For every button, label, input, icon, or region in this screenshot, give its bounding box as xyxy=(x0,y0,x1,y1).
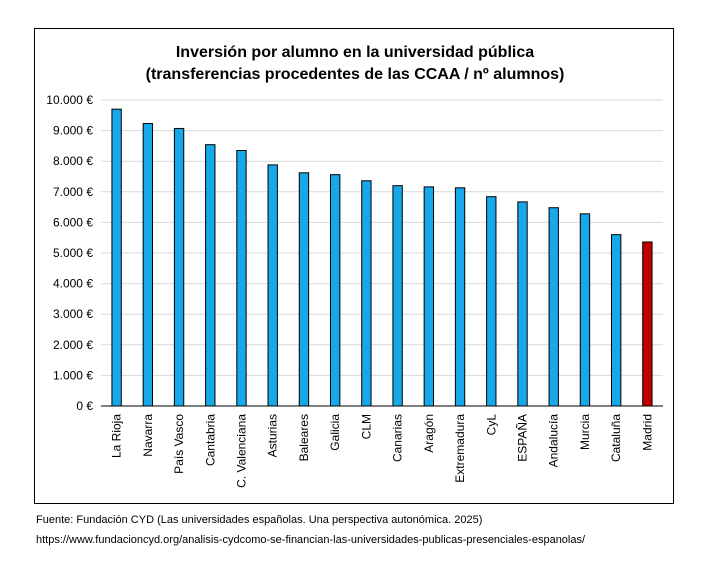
bars xyxy=(111,108,653,407)
y-tick-label: 3.000 € xyxy=(53,307,93,321)
y-tick-label: 1.000 € xyxy=(53,368,93,382)
x-tick-label: Extremadura xyxy=(453,414,467,483)
chart-title-line-1: Inversión por alumno en la universidad p… xyxy=(176,44,534,61)
y-tick-label: 8.000 € xyxy=(53,154,93,168)
bar xyxy=(142,123,154,407)
x-tick-label: Canarias xyxy=(391,414,405,462)
x-tick-label: Murcia xyxy=(578,414,592,450)
x-tick-label: Galicia xyxy=(328,414,342,451)
source-note: Fuente: Fundación CYD (Las universidades… xyxy=(36,514,483,526)
bar xyxy=(423,186,435,407)
y-tick-label: 10.000 € xyxy=(46,93,93,107)
x-tick-label: C. Valenciana xyxy=(235,414,249,488)
bar xyxy=(548,207,559,407)
bar xyxy=(486,196,497,407)
bar xyxy=(579,213,591,407)
bar xyxy=(361,180,372,407)
bar xyxy=(517,201,528,407)
x-tick-label: CLM xyxy=(359,414,373,439)
x-axis-category-labels: La Rioja Navarra País Vasco Cantabria C. Val… xyxy=(110,414,655,488)
x-tick-label: Baleares xyxy=(297,414,311,461)
bar xyxy=(610,234,622,407)
bar xyxy=(173,127,185,407)
y-tick-label: 2.000 € xyxy=(53,338,93,352)
x-tick-label: Madrid xyxy=(640,414,654,451)
x-tick-label: CyL xyxy=(484,414,498,436)
bar xyxy=(329,174,341,407)
y-tick-label: 7.000 € xyxy=(53,185,93,199)
bar xyxy=(298,172,310,407)
y-tick-label: 5.000 € xyxy=(53,246,93,260)
bar xyxy=(267,164,278,407)
x-tick-label: Cantabria xyxy=(203,414,217,466)
x-tick-label: Aragón xyxy=(422,414,436,453)
bar xyxy=(111,108,122,407)
x-tick-label: Andalucía xyxy=(547,414,561,468)
x-tick-label: Cataluña xyxy=(609,414,623,462)
y-tick-label: 0 € xyxy=(76,399,93,413)
y-tick-label: 9.000 € xyxy=(53,124,93,138)
bar xyxy=(454,187,466,407)
y-tick-label: 4.000 € xyxy=(53,277,93,291)
bar xyxy=(236,149,247,407)
x-tick-label: Navarra xyxy=(141,414,155,457)
x-tick-label: La Rioja xyxy=(110,414,124,458)
gridlines xyxy=(101,99,663,376)
y-axis-tick-labels: 0 € 1.000 € 2.000 € 3.000 € 4.000 € 5.000 € 6.… xyxy=(46,93,93,413)
chart-frame: Inversión por alumno en la universidad p… xyxy=(34,28,674,504)
bar xyxy=(205,144,216,407)
chart-title-line-2: (transferencias procedentes de las CCAA … xyxy=(146,66,565,83)
y-tick-label: 6.000 € xyxy=(53,215,93,229)
bar xyxy=(642,241,653,407)
bar xyxy=(392,185,403,407)
source-url: https://www.fundacioncyd.org/analisis-cy… xyxy=(36,534,586,546)
x-tick-label: ESPAÑA xyxy=(516,414,530,462)
x-tick-label: País Vasco xyxy=(172,414,186,474)
bar-chart: Inversión por alumno en la universidad p… xyxy=(46,44,663,488)
x-tick-label: Asturias xyxy=(266,414,280,457)
